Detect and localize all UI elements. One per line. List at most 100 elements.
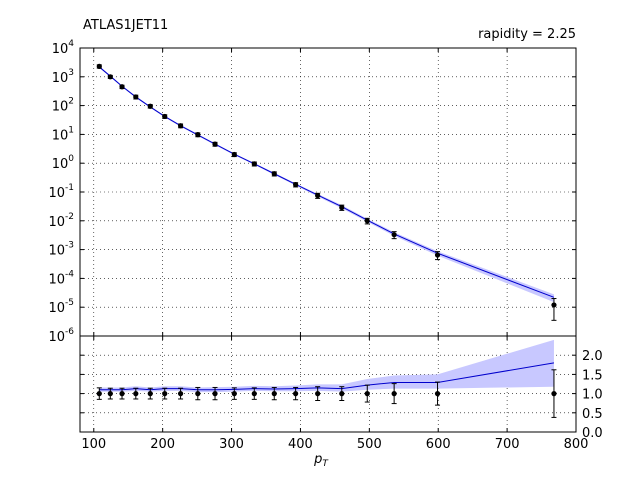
data-marker [364, 218, 370, 224]
x-tick-label: 200 [150, 437, 175, 452]
data-point [391, 231, 397, 240]
ratio-data-marker [177, 391, 184, 397]
data-marker [293, 182, 299, 188]
bottom-y-axis: 0.0 0.5 1.0 1.5 2.0 [80, 349, 603, 441]
y-tick-label: 103 [52, 68, 74, 86]
top-panel-grid [80, 48, 576, 336]
ratio-data-point [195, 386, 201, 401]
data-point [434, 251, 441, 261]
top-data-points [96, 63, 557, 321]
y-tick-label: 104 [52, 39, 75, 57]
ratio-data-marker [119, 391, 125, 397]
ratio-data-point [107, 387, 113, 400]
data-marker [147, 103, 153, 109]
data-point [271, 171, 277, 177]
data-point [231, 151, 237, 158]
ratio-data-point [339, 386, 345, 402]
ratio-data-marker [212, 391, 218, 397]
x-tick-label: 600 [426, 437, 451, 452]
theory-uncertainty-band [99, 66, 554, 303]
x-tick-label: 100 [81, 437, 106, 452]
ratio-data-marker [107, 391, 113, 397]
data-marker [96, 63, 102, 69]
ratio-data-marker [434, 391, 441, 397]
ratio-data-marker [147, 391, 153, 397]
data-marker [434, 252, 441, 258]
ratio-data-marker [162, 391, 168, 397]
ratio-data-point [133, 387, 139, 400]
ratio-data-point [119, 387, 125, 400]
y-tick-label: 10-5 [48, 298, 74, 316]
top-y-axis: 10-6 10-5 10-4 10-3 10-2 10-1 100 101 102 103 104 [48, 39, 576, 345]
top-theory-band [99, 66, 554, 303]
ratio-data-point [147, 387, 153, 400]
ratio-uncertainty-band [99, 339, 554, 393]
data-marker [107, 74, 113, 80]
data-point [133, 94, 139, 100]
bottom-theory-band [99, 339, 554, 393]
chart-subtitle: rapidity = 2.25 [478, 27, 576, 42]
data-point [195, 132, 201, 138]
data-marker [162, 113, 168, 120]
data-point [119, 84, 125, 90]
ratio-data-marker [339, 391, 345, 397]
x-tick-label: 700 [495, 437, 520, 452]
ratio-data-marker [251, 391, 257, 397]
data-point [293, 182, 299, 188]
data-point [364, 217, 370, 225]
ratio-data-point [231, 387, 237, 400]
data-point [551, 298, 557, 321]
top-x-ticks [93, 48, 577, 336]
bottom-data-points [96, 369, 557, 418]
ratio-data-marker [315, 391, 321, 397]
data-marker [195, 132, 201, 138]
y-tick-label: 101 [52, 125, 74, 143]
ratio-data-point [364, 384, 370, 403]
data-marker [391, 232, 397, 238]
data-marker [133, 94, 139, 100]
ratio-data-marker [364, 391, 370, 397]
y-tick-label: 10-6 [48, 327, 74, 345]
ratio-data-marker [96, 391, 102, 397]
ratio-y-tick-label: 0.0 [582, 426, 603, 441]
y-tick-label: 102 [52, 97, 74, 115]
data-marker [177, 123, 184, 129]
data-marker [315, 192, 321, 199]
x-tick-label: 500 [357, 437, 382, 452]
ratio-y-tick-label: 1.5 [582, 368, 603, 383]
data-marker [212, 141, 218, 147]
data-marker [271, 171, 277, 177]
ratio-data-marker [231, 391, 237, 397]
ratio-data-marker [271, 391, 277, 397]
y-tick-label: 10-2 [48, 212, 74, 230]
y-tick-label: 10-1 [48, 183, 74, 201]
data-point [107, 74, 113, 80]
ratio-data-point [96, 387, 102, 400]
chart-title: ATLAS1JET11 [83, 18, 168, 33]
x-tick-label: 300 [219, 437, 244, 452]
ratio-data-point [251, 387, 257, 400]
ratio-y-tick-label: 0.5 [582, 407, 603, 422]
ratio-data-marker [133, 391, 139, 397]
data-point [147, 103, 153, 109]
ratio-y-tick-label: 2.0 [582, 349, 603, 364]
ratio-y-tick-label: 1.0 [582, 388, 603, 403]
data-marker [339, 204, 345, 211]
x-tick-label: 800 [564, 437, 589, 452]
bottom-panel-frame [79, 335, 577, 433]
ratio-data-point [271, 386, 277, 401]
ratio-data-marker [551, 391, 557, 397]
ratio-data-point [212, 386, 218, 401]
data-point [339, 204, 345, 211]
y-tick-label: 10-4 [48, 269, 74, 287]
ratio-data-point [391, 383, 397, 405]
y-tick-label: 10-3 [48, 241, 74, 259]
data-point [212, 141, 218, 147]
data-marker [551, 302, 557, 308]
ratio-data-point [162, 387, 168, 400]
ratio-data-point [434, 381, 441, 406]
ratio-data-point [293, 386, 299, 401]
data-point [96, 63, 102, 69]
data-point [177, 123, 184, 129]
ratio-data-point [177, 387, 184, 400]
